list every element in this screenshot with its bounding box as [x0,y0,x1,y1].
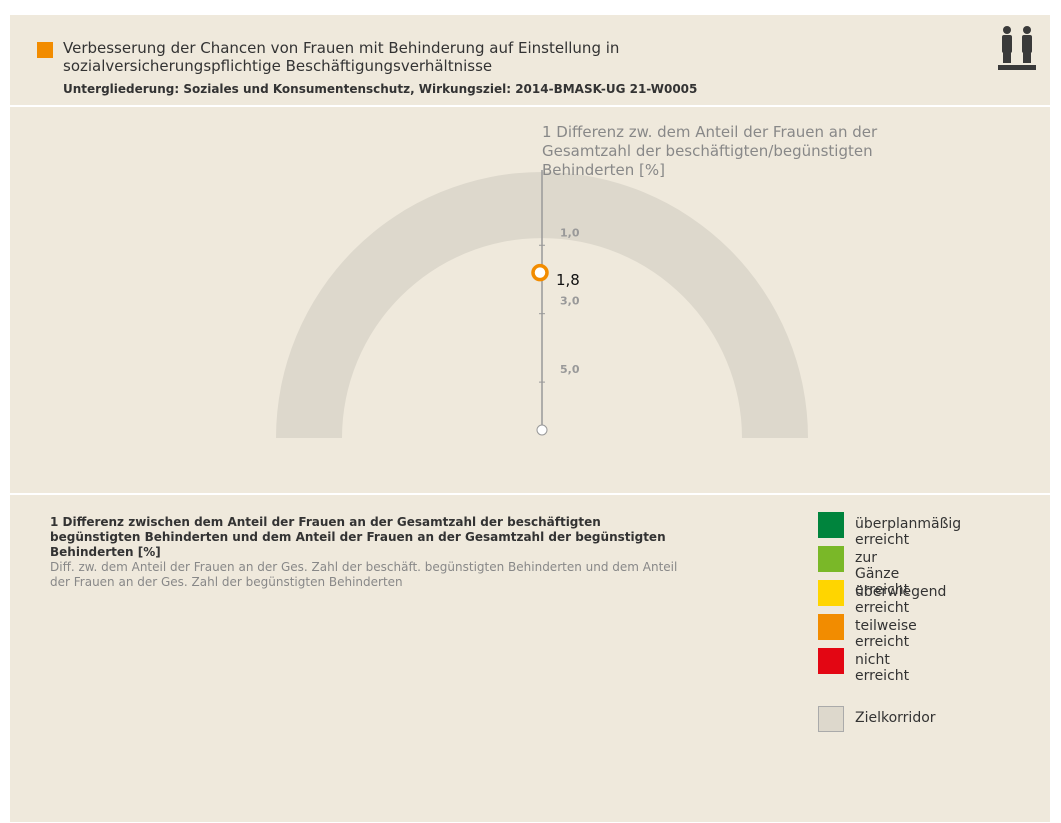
header: Verbesserung der Chancen von Frauen mit … [10,15,1050,107]
tick-label: 1,0 [560,226,580,239]
description-heading: 1 Differenz zwischen dem Anteil der Frau… [50,515,666,559]
legend-swatch [818,546,844,572]
header-subtitle: Untergliederung: Soziales und Konsumente… [63,82,698,96]
legend-swatch [818,648,844,674]
legend-label: teilweise erreicht [855,618,917,650]
legend-label: Zielkorridor [855,710,936,726]
panel: 1,0 3,0 5,0 1,8 Verbesserung der Chancen vo… [10,15,1050,822]
people-icon [998,26,1036,70]
description-text: Diff. zw. dem Anteil der Frauen an der G… [50,560,678,589]
gauge: 1,0 3,0 5,0 1,8 [276,26,1036,438]
description: 1 Differenz zwischen dem Anteil der Frau… [50,515,690,590]
legend-swatch [818,614,844,640]
separator [10,493,1050,495]
tick-label: 5,0 [560,363,580,376]
legend-label: überwiegend erreicht [855,584,947,616]
legend-label: nicht erreicht [855,652,910,684]
legend-swatch [818,512,844,538]
target-band [276,172,808,438]
axis-end [536,424,548,436]
header-marker [37,42,53,58]
legend-swatch [818,706,844,732]
legend-label: überplanmäßig erreicht [855,516,962,548]
value-marker [531,263,549,282]
tick-label: 3,0 [560,295,580,308]
gauge-title: 1 Differenz zw. dem Anteil der Frauen an… [542,123,878,179]
header-title: Verbesserung der Chancen von Frauen mit … [63,39,620,75]
legend-label: zur Gänze erreicht [855,550,910,598]
legend-swatch [818,580,844,606]
value-label: 1,8 [556,271,580,289]
